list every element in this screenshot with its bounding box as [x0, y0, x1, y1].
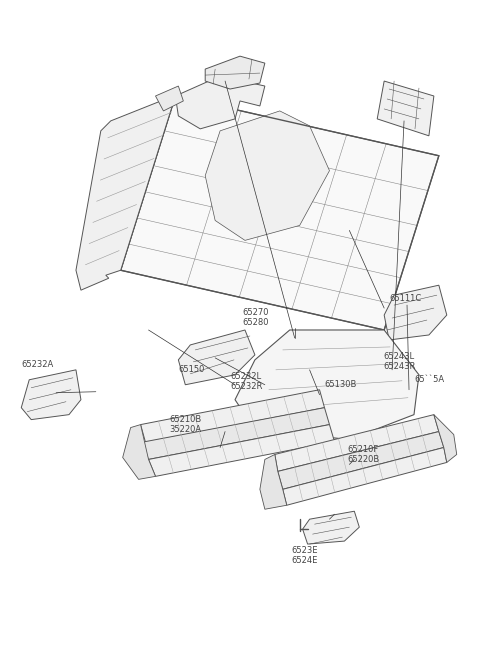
Polygon shape: [141, 407, 329, 459]
Text: 65210F
65220B: 65210F 65220B: [348, 445, 380, 464]
Polygon shape: [148, 424, 335, 476]
Polygon shape: [260, 455, 287, 509]
Polygon shape: [179, 330, 255, 385]
Polygon shape: [156, 86, 183, 111]
Polygon shape: [283, 447, 447, 505]
Polygon shape: [434, 415, 457, 463]
Text: 65210B
35220A: 65210B 35220A: [169, 415, 202, 434]
Polygon shape: [377, 81, 434, 136]
Polygon shape: [275, 415, 439, 471]
Polygon shape: [175, 76, 265, 129]
Text: 65130B: 65130B: [324, 380, 357, 389]
Polygon shape: [278, 432, 444, 489]
Text: 65232L
65232R: 65232L 65232R: [230, 372, 263, 391]
Polygon shape: [76, 94, 179, 290]
Polygon shape: [302, 511, 360, 544]
Polygon shape: [141, 390, 324, 443]
Text: 65270
65280: 65270 65280: [243, 308, 269, 327]
Text: 65243L
65243R: 65243L 65243R: [383, 352, 415, 371]
Text: 65``5A: 65``5A: [414, 374, 444, 384]
Polygon shape: [21, 370, 81, 420]
Polygon shape: [123, 424, 156, 480]
Text: 65111C: 65111C: [389, 294, 421, 303]
Polygon shape: [205, 56, 265, 89]
Polygon shape: [235, 330, 419, 440]
Text: 65150: 65150: [179, 365, 205, 374]
Polygon shape: [120, 96, 439, 330]
Polygon shape: [205, 111, 329, 240]
Polygon shape: [384, 285, 447, 340]
Text: 65232A: 65232A: [21, 360, 54, 369]
Text: 6523E
6524E: 6523E 6524E: [291, 546, 318, 566]
